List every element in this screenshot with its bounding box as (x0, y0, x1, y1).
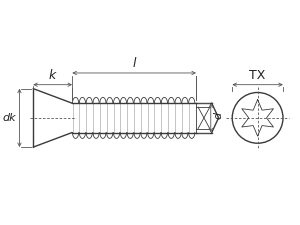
Text: TX: TX (249, 69, 266, 82)
Text: d: d (214, 112, 224, 119)
Text: k: k (49, 69, 56, 82)
Text: l: l (132, 57, 136, 70)
Text: dk: dk (3, 113, 16, 123)
